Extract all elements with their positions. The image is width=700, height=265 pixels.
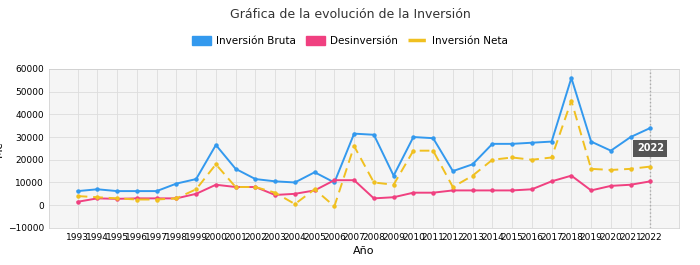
Legend: Inversión Bruta, Desinversión, Inversión Neta: Inversión Bruta, Desinversión, Inversión… — [188, 32, 512, 50]
Text: 2022: 2022 — [637, 143, 664, 153]
X-axis label: Año: Año — [354, 246, 374, 256]
Y-axis label: M€: M€ — [0, 140, 4, 157]
Text: Gráfica de la evolución de la Inversión: Gráfica de la evolución de la Inversión — [230, 8, 470, 21]
